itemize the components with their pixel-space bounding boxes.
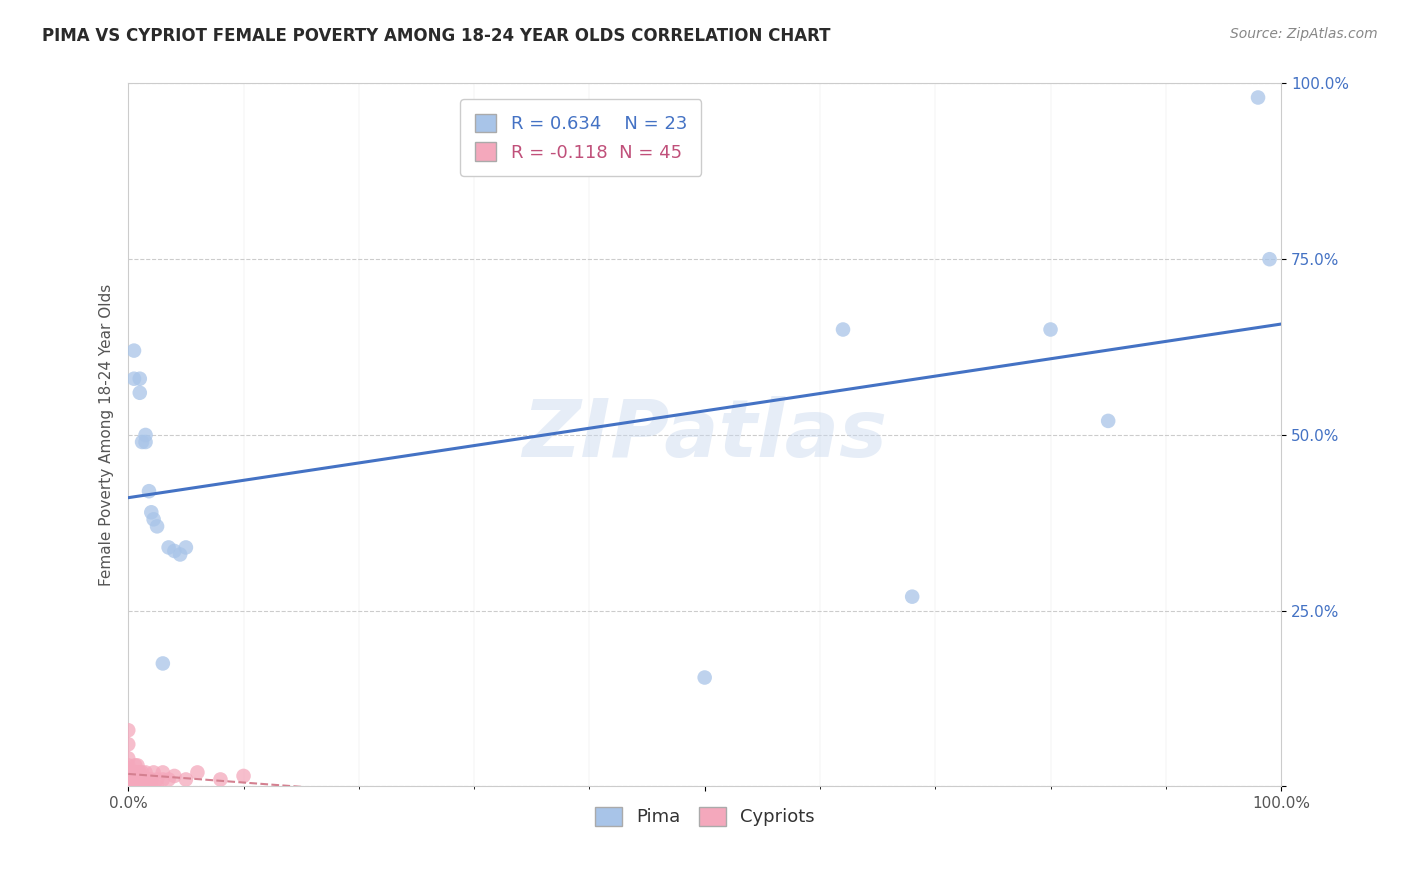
Point bbox=[135, 435, 157, 450]
Point bbox=[142, 765, 165, 780]
Point bbox=[146, 772, 169, 787]
Point bbox=[174, 772, 197, 787]
Point bbox=[157, 772, 180, 787]
Point bbox=[122, 343, 145, 358]
Point bbox=[117, 723, 139, 738]
Point bbox=[163, 769, 186, 783]
Point bbox=[122, 772, 145, 787]
Point bbox=[142, 512, 165, 526]
Point bbox=[121, 780, 143, 794]
Point bbox=[832, 322, 855, 336]
Point bbox=[117, 772, 139, 787]
Text: Source: ZipAtlas.com: Source: ZipAtlas.com bbox=[1230, 27, 1378, 41]
Point bbox=[131, 765, 153, 780]
Point bbox=[135, 765, 157, 780]
Point bbox=[121, 765, 143, 780]
Text: ZIPatlas: ZIPatlas bbox=[522, 396, 887, 474]
Point bbox=[141, 780, 163, 794]
Point bbox=[128, 772, 150, 787]
Point bbox=[124, 758, 146, 772]
Point bbox=[232, 769, 254, 783]
Point bbox=[117, 737, 139, 751]
Point bbox=[131, 435, 153, 450]
Point bbox=[1258, 252, 1281, 267]
Point bbox=[128, 385, 150, 400]
Point bbox=[129, 772, 152, 787]
Point bbox=[128, 765, 150, 780]
Point bbox=[117, 765, 139, 780]
Point bbox=[141, 772, 163, 787]
Point bbox=[209, 772, 232, 787]
Legend: Pima, Cypriots: Pima, Cypriots bbox=[588, 800, 823, 834]
Point bbox=[169, 548, 191, 562]
Point bbox=[138, 772, 160, 787]
Point bbox=[152, 657, 174, 671]
Point bbox=[146, 780, 169, 794]
Point bbox=[122, 780, 145, 794]
Point bbox=[163, 544, 186, 558]
Point bbox=[127, 772, 149, 787]
Point bbox=[128, 780, 150, 794]
Point bbox=[901, 590, 924, 604]
Point bbox=[127, 758, 149, 772]
Point bbox=[117, 769, 139, 783]
Point bbox=[157, 541, 180, 555]
Point bbox=[141, 505, 163, 519]
Point bbox=[152, 772, 174, 787]
Point bbox=[122, 765, 145, 780]
Point bbox=[117, 758, 139, 772]
Point bbox=[122, 372, 145, 386]
Point bbox=[186, 765, 208, 780]
Point bbox=[135, 428, 157, 442]
Point bbox=[117, 762, 139, 776]
Point bbox=[1039, 322, 1062, 336]
Point bbox=[132, 772, 155, 787]
Point bbox=[1247, 90, 1270, 104]
Point bbox=[138, 484, 160, 499]
Point bbox=[1097, 414, 1119, 428]
Point bbox=[125, 765, 148, 780]
Point bbox=[121, 772, 143, 787]
Point bbox=[127, 780, 149, 794]
Point bbox=[117, 776, 139, 790]
Point bbox=[174, 541, 197, 555]
Point bbox=[135, 780, 157, 794]
Point bbox=[128, 765, 150, 780]
Point bbox=[693, 671, 716, 685]
Point bbox=[152, 765, 174, 780]
Point bbox=[124, 772, 146, 787]
Y-axis label: Female Poverty Among 18-24 Year Olds: Female Poverty Among 18-24 Year Olds bbox=[100, 284, 114, 586]
Point bbox=[128, 372, 150, 386]
Point bbox=[117, 751, 139, 765]
Text: PIMA VS CYPRIOT FEMALE POVERTY AMONG 18-24 YEAR OLDS CORRELATION CHART: PIMA VS CYPRIOT FEMALE POVERTY AMONG 18-… bbox=[42, 27, 831, 45]
Point bbox=[117, 780, 139, 794]
Point bbox=[146, 519, 169, 533]
